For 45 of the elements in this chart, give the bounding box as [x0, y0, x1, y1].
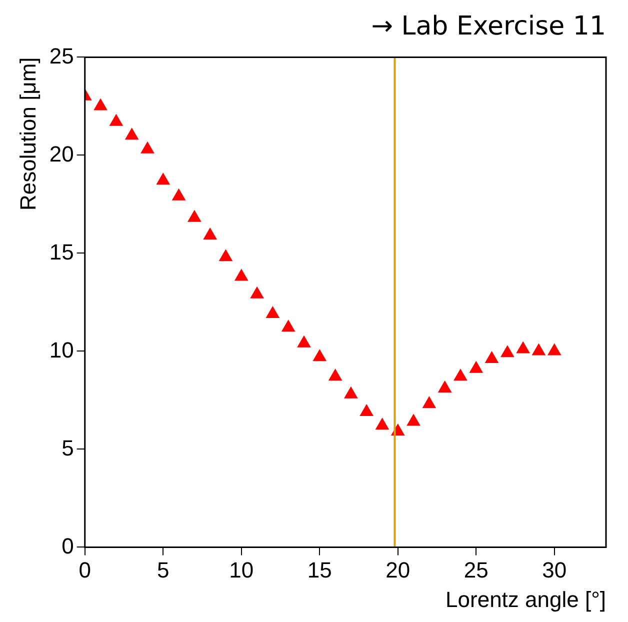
x-tick-label: 0	[78, 557, 91, 582]
point	[94, 98, 108, 110]
point	[172, 188, 186, 200]
point	[406, 414, 420, 426]
point	[470, 361, 483, 373]
y-tick-label: 25	[49, 43, 74, 68]
y-tick-label: 15	[49, 239, 74, 264]
point	[297, 336, 311, 348]
x-tick-label: 15	[307, 557, 332, 582]
point	[548, 344, 561, 356]
point	[360, 404, 374, 416]
point	[438, 380, 452, 392]
point	[250, 286, 264, 298]
point	[328, 369, 342, 381]
y-tick-label: 5	[62, 435, 74, 460]
point	[454, 369, 468, 381]
point	[422, 396, 436, 408]
x-tick-label: 30	[542, 557, 567, 582]
y-tick-label: 20	[49, 141, 74, 166]
x-axis-title: Lorentz angle [°]	[446, 586, 606, 612]
x-tick-label: 25	[464, 557, 488, 582]
x-tick-label: 10	[229, 557, 254, 582]
point	[532, 344, 546, 356]
point	[156, 173, 170, 185]
x-tick-label: 20	[386, 557, 410, 582]
point	[140, 142, 154, 154]
point	[234, 269, 248, 281]
point	[266, 306, 280, 318]
point	[516, 342, 530, 354]
chart-title: → Lab Exercise 11	[371, 11, 606, 42]
y-tick-label: 0	[62, 533, 74, 558]
point	[500, 346, 514, 358]
point	[219, 250, 232, 262]
point	[485, 352, 498, 364]
x-tick-label: 5	[156, 557, 170, 582]
point	[282, 320, 295, 332]
y-axis-title: Resolution [μm]	[15, 57, 40, 210]
point	[344, 386, 358, 398]
point	[204, 228, 217, 240]
point	[125, 128, 138, 140]
point	[376, 418, 389, 430]
point	[110, 114, 123, 126]
point	[313, 350, 326, 362]
point	[188, 210, 201, 222]
y-tick-label: 10	[49, 337, 74, 362]
